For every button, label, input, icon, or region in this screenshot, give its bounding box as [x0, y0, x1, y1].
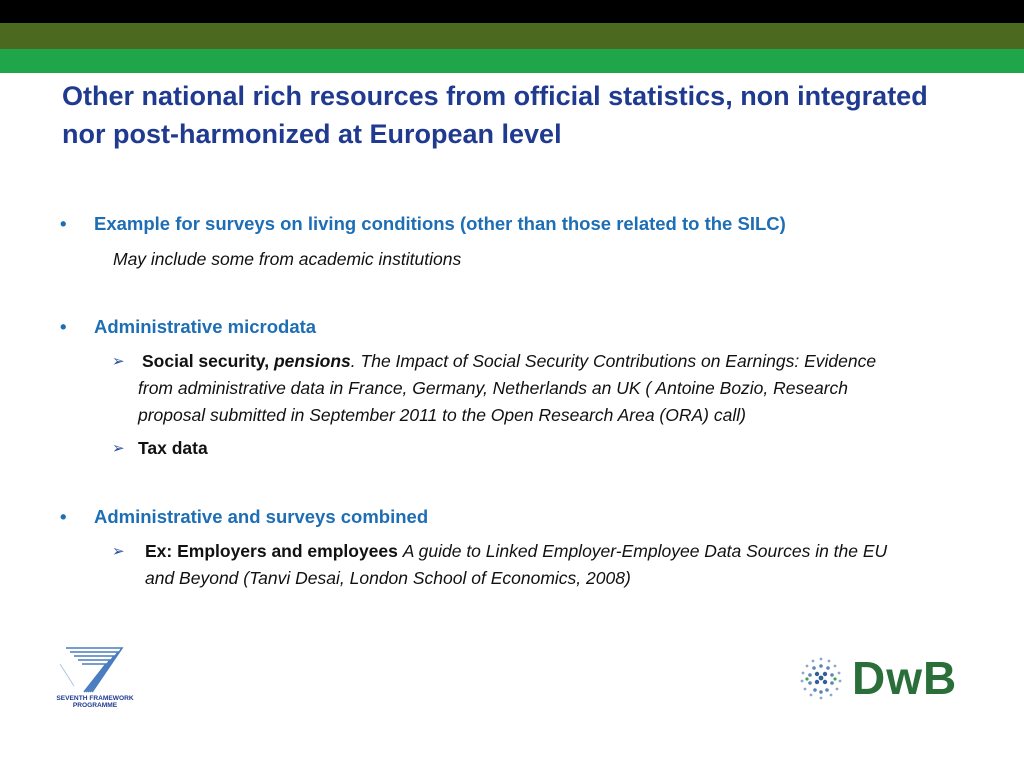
sub-item-bold-italic: pensions	[273, 351, 351, 371]
bullet-note: May include some from academic instituti…	[113, 249, 462, 269]
bullet-label: Administrative microdata	[94, 316, 317, 337]
header-band-olive	[0, 23, 1024, 49]
bullet-dot-icon: •	[60, 316, 67, 337]
sub-item-bold: Social security,	[142, 351, 274, 371]
bullet-dot-icon: •	[60, 506, 67, 527]
bullet-label: Administrative and surveys combined	[94, 506, 429, 527]
sub-item-citation-line2: from administrative data in France, Germ…	[138, 378, 849, 398]
sub-item-citation: A guide to Linked Employer-Employee Data…	[402, 541, 888, 561]
sub-item-line: Ex: Employers and employees A guide to L…	[145, 538, 887, 565]
bullet-label: Example for surveys on living conditions…	[94, 213, 786, 234]
dwb-globe-icon	[800, 657, 842, 700]
sub-item-line: Social security, pensions. The Impact of…	[142, 348, 876, 375]
sub-item-bold: Tax data	[138, 438, 208, 458]
bullet-dot-icon: •	[60, 213, 67, 234]
header-band-green	[0, 49, 1024, 73]
sub-item-tax-data: ➢ Tax data	[112, 435, 512, 462]
dwb-wordmark: DwB	[852, 652, 958, 704]
sub-item-citation-line3: proposal submitted in September 2011 to …	[138, 405, 746, 425]
slide-title: Other national rich resources from offic…	[62, 81, 928, 149]
header-band-black	[0, 0, 1024, 23]
sub-item-separator: .	[350, 351, 361, 371]
arrow-bullet-icon: ➢	[112, 440, 125, 457]
seventh-framework-logo: SEVENTH FRAMEWORK PROGRAMME	[56, 647, 134, 709]
arrow-bullet-icon: ➢	[112, 353, 125, 370]
sub-item-bold: Ex: Employers and employees	[145, 541, 403, 561]
fp7-label-line2: PROGRAMME	[73, 702, 118, 709]
sub-item-citation: The Impact of Social Security Contributi…	[360, 351, 877, 371]
arrow-bullet-icon: ➢	[112, 543, 125, 560]
sub-item-citation-line2: and Beyond (Tanvi Desai, London School o…	[145, 568, 631, 588]
sub-item-social-security: ➢ Social security, pensions. The Impact …	[112, 348, 992, 432]
dwb-logo: DwB	[798, 652, 978, 704]
sub-item-employers: ➢ Ex: Employers and employees A guide to…	[112, 538, 1002, 594]
fp7-label-line1: SEVENTH FRAMEWORK	[56, 695, 134, 702]
